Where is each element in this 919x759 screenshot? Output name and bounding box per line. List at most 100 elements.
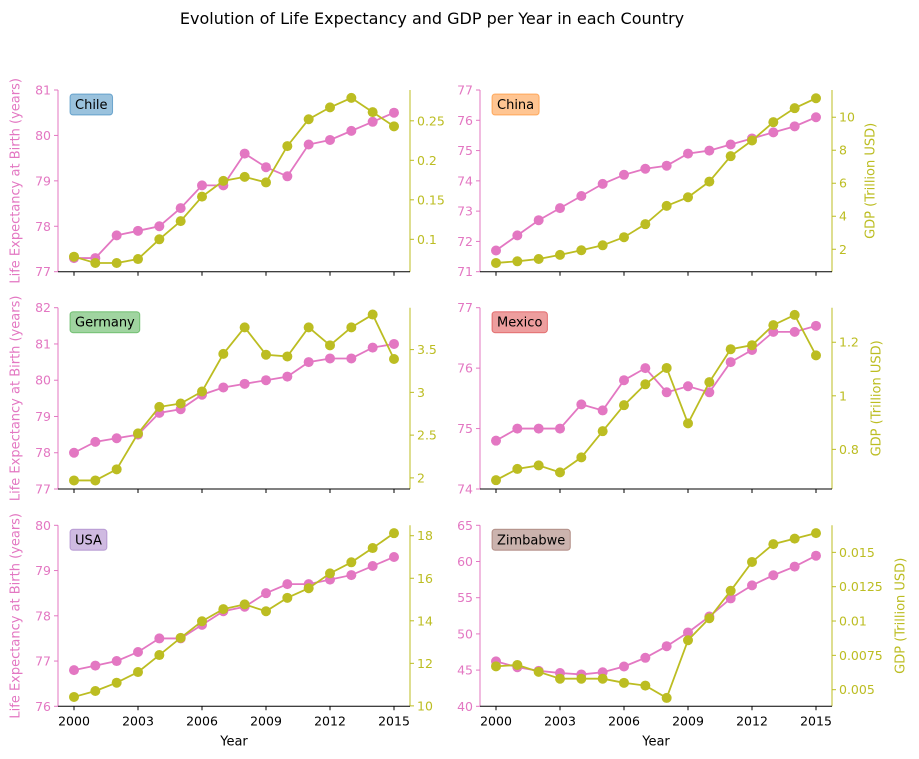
life-expectancy-point [661, 160, 672, 171]
left-y-tick-label: 77 [35, 482, 51, 497]
life-expectancy-line [74, 111, 395, 259]
country-name: Zimbabwe [497, 533, 565, 548]
life-expectancy-point [811, 112, 821, 123]
life-expectancy-point [811, 550, 821, 561]
gdp-point [261, 606, 271, 617]
gdp-point [389, 528, 399, 539]
left-y-tick-label: 79 [35, 173, 51, 188]
right-y-tick-label: 0.005 [839, 682, 875, 697]
x-axis-label: Year [641, 734, 670, 749]
right-y-tick-label: 18 [417, 528, 433, 543]
life-expectancy-point [389, 551, 399, 562]
gdp-point [175, 216, 186, 227]
left-y-tick-label: 79 [35, 563, 51, 578]
panel-chile: 77 78 79 80 81 0.1 0.15 0.2 0.25 Life Expectancy … [9, 78, 445, 284]
country-badge-background [69, 528, 108, 551]
right-y-tick-label: 12 [417, 656, 433, 671]
gdp-point [683, 192, 693, 203]
gdp-point [303, 114, 314, 125]
x-tick-label: 2015 [378, 713, 410, 728]
gdp-point [512, 659, 523, 670]
country-badge: China [491, 93, 540, 116]
left-y-tick-label: 78 [35, 608, 51, 623]
life-expectancy-point [491, 435, 501, 446]
life-expectancy-point [303, 357, 314, 368]
life-expectancy-point [197, 180, 207, 191]
life-expectancy-point [111, 656, 122, 667]
life-expectancy-point [725, 593, 736, 604]
left-y-tick-label: 77 [457, 83, 473, 98]
life-expectancy-point [811, 320, 821, 331]
gdp-point [597, 673, 608, 684]
life-expectancy-point [597, 178, 608, 189]
country-badge: Germany [69, 311, 141, 334]
gdp-point [597, 426, 608, 437]
life-expectancy-point [69, 447, 79, 458]
gdp-line [73, 96, 395, 264]
right-y-tick-label: 0.15 [417, 192, 445, 207]
life-expectancy-point [747, 580, 757, 591]
life-expectancy-point [282, 579, 293, 590]
gdp-point [768, 320, 779, 331]
left-y-tick-label: 76 [457, 361, 473, 376]
gdp-point [789, 533, 800, 544]
right-y-tick-label: 3.5 [417, 342, 437, 357]
right-y-tick-label: 14 [417, 613, 433, 628]
gdp-point [325, 102, 335, 113]
life-expectancy-point [512, 230, 523, 241]
gdp-point [154, 234, 165, 245]
gdp-point [154, 401, 165, 412]
right-y-tick-label: 0.015 [839, 545, 875, 560]
country-badge-background [69, 311, 141, 334]
life-expectancy-point [704, 145, 715, 156]
panel-germany: 77 78 79 80 81 82 2 2.5 3 3.5 Life Expectancy at B… [9, 296, 437, 502]
gdp-point [576, 452, 587, 463]
gdp-line [495, 313, 817, 481]
panel-mexico: 74 75 76 77 0.8 1 1.2 GDP (Trillion USD) Mexico [457, 300, 884, 496]
life-expectancy-point [640, 163, 651, 174]
panel-china: 71 72 73 74 75 76 77 2 4 6 8 10 GDP (Trillion USD) Ch… [457, 83, 878, 280]
country-name: Chile [75, 98, 108, 113]
life-expectancy-point [619, 661, 629, 672]
gdp-point [239, 171, 250, 182]
life-expectancy-point [789, 326, 800, 337]
left-y-tick-label: 65 [457, 518, 473, 533]
life-expectancy-point [619, 375, 629, 386]
x-tick-label: 2006 [186, 713, 218, 728]
life-expectancy-point [282, 371, 293, 382]
gdp-point [389, 354, 399, 365]
life-expectancy-point [768, 127, 779, 138]
gdp-point [69, 251, 79, 262]
life-expectancy-line [495, 554, 817, 676]
life-expectancy-point [325, 353, 335, 364]
life-expectancy-point [661, 387, 672, 398]
gdp-point [90, 685, 101, 696]
gdp-point [555, 249, 565, 260]
gdp-line [73, 532, 395, 698]
x-tick-label: 2015 [800, 713, 832, 728]
gdp-point [69, 691, 79, 702]
life-expectancy-line [73, 556, 395, 671]
life-expectancy-point [261, 375, 271, 386]
gdp-point [661, 200, 672, 211]
gdp-point [619, 677, 629, 688]
left-y-axis-label: Life Expectancy at Birth (years) [9, 78, 24, 284]
right-y-tick-label: 2 [839, 242, 847, 257]
right-y-tick-label: 1.2 [839, 335, 859, 350]
life-expectancy-point [346, 570, 357, 581]
left-y-tick-label: 81 [35, 83, 51, 98]
country-badge: Zimbabwe [491, 528, 571, 551]
gdp-point [111, 258, 122, 269]
left-y-tick-label: 73 [457, 204, 473, 219]
life-expectancy-point [683, 627, 693, 638]
life-expectancy-point [640, 652, 651, 663]
gdp-point [282, 592, 293, 603]
life-expectancy-point [90, 660, 101, 671]
gdp-point [640, 680, 651, 691]
right-y-tick-label: 0.0075 [839, 648, 883, 663]
life-expectancy-point [683, 381, 693, 392]
life-expectancy-point [640, 363, 651, 374]
gdp-point [491, 661, 501, 672]
country-badge-background [491, 93, 540, 116]
